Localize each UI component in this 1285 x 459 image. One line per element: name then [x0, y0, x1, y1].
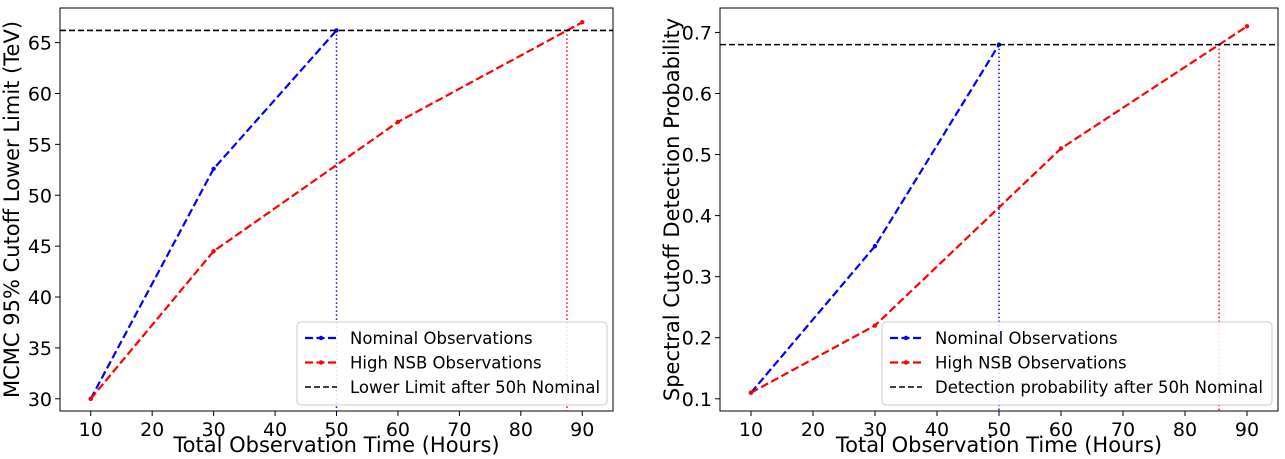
- x-tick-label: 70: [1111, 419, 1135, 441]
- y-tick-label: 30: [28, 389, 52, 411]
- plot-frame: [719, 7, 1279, 412]
- legend: Nominal Observations High NSB Observation…: [296, 321, 608, 406]
- y-tick-label: 50: [28, 185, 52, 207]
- y-tick-label: 45: [28, 236, 52, 258]
- series-line: [750, 25, 1248, 394]
- legend-label: Lower Limit after 50h Nominal: [350, 378, 600, 397]
- data-point: [334, 28, 339, 33]
- y-tick-label: 0.6: [682, 83, 712, 105]
- legend-marker: [318, 360, 324, 365]
- legend-label: High NSB Observations: [935, 354, 1127, 373]
- x-tick-label: 90: [1235, 419, 1259, 441]
- x-tick-label: 50: [324, 419, 348, 441]
- x-tick-label: 40: [925, 419, 949, 441]
- x-tick-label: 10: [739, 419, 763, 441]
- data-point: [395, 119, 401, 125]
- x-tick-label: 80: [1173, 419, 1197, 441]
- y-tick-label: 0.5: [682, 145, 712, 167]
- x-tick-label: 80: [509, 419, 533, 441]
- x-tick-label: 30: [202, 419, 226, 441]
- x-tick-label: 50: [987, 419, 1011, 441]
- y-tick-label: 55: [28, 134, 52, 156]
- y-tick-label: 60: [28, 83, 52, 105]
- x-tick-label: 90: [570, 419, 594, 441]
- y-tick-label: 65: [28, 33, 52, 55]
- x-tick-label: 60: [1049, 419, 1073, 441]
- y-tick-label: 0.7: [682, 22, 712, 44]
- plot-frame: [59, 7, 614, 412]
- x-tick-label: 60: [386, 419, 410, 441]
- x-tick-label: 20: [801, 419, 825, 441]
- chart-panel-left: 10 20 30 40 50 60 70 80 90 30 35 40 45 50 55 60 65 Total …: [0, 7, 614, 457]
- y-tick-label: 35: [28, 338, 52, 360]
- x-tick-label: 30: [863, 419, 887, 441]
- y-axis-label: MCMC 95% Cutoff Lower Limit (TeV): [0, 21, 24, 398]
- data-point: [872, 243, 878, 249]
- x-tick-label: 70: [447, 419, 471, 441]
- legend-marker: [318, 335, 324, 341]
- legend-label: High NSB Observations: [350, 354, 542, 373]
- x-tick-label: 10: [79, 419, 103, 441]
- y-tick-label: 0.3: [682, 267, 712, 289]
- legend-marker: [903, 360, 909, 365]
- legend-label: Nominal Observations: [350, 329, 533, 348]
- data-point: [748, 390, 754, 395]
- x-axis-label: Total Observation Time (Hours): [172, 433, 499, 457]
- y-tick-label: 0.1: [682, 389, 712, 411]
- data-point: [1244, 24, 1250, 29]
- x-axis-label: Total Observation Time (Hours): [835, 433, 1162, 457]
- y-tick-label: 0.2: [682, 328, 712, 350]
- data-point: [580, 20, 585, 25]
- x-tick-label: 40: [263, 419, 287, 441]
- x-tick-label: 20: [140, 419, 164, 441]
- legend: Nominal Observations High NSB Observation…: [881, 321, 1273, 406]
- data-point: [211, 166, 216, 171]
- legend-box: [296, 321, 608, 406]
- legend-label: Nominal Observations: [935, 329, 1118, 348]
- y-axis-label: Spectral Cutoff Detection Probability: [660, 18, 684, 401]
- y-tick-label: 0.4: [682, 206, 712, 228]
- legend-label: Detection probability after 50h Nominal: [935, 378, 1263, 397]
- series-line: [89, 21, 583, 400]
- data-point: [88, 396, 93, 401]
- legend-box: [881, 321, 1273, 406]
- y-tick-label: 40: [28, 287, 52, 309]
- data-point: [1058, 146, 1064, 151]
- legend-marker: [903, 335, 909, 341]
- data-point: [211, 249, 216, 254]
- data-point: [872, 323, 878, 328]
- chart-panel-right: 10 20 30 40 50 60 70 80 90 0.1 0.2 0.3 0.4 0.5 0.6 0.7 T…: [660, 7, 1279, 457]
